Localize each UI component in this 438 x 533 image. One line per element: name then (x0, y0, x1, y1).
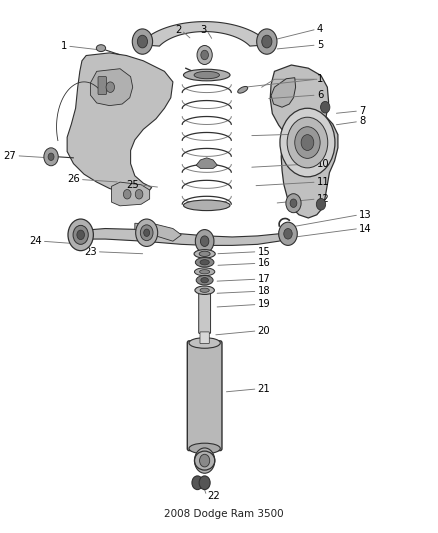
Circle shape (195, 230, 214, 253)
Text: 16: 16 (258, 259, 270, 268)
Text: 5: 5 (317, 40, 323, 50)
Circle shape (279, 222, 297, 245)
Ellipse shape (194, 249, 215, 258)
Text: 21: 21 (258, 384, 270, 394)
FancyBboxPatch shape (98, 77, 106, 94)
Circle shape (106, 82, 114, 92)
FancyBboxPatch shape (199, 289, 211, 334)
Circle shape (287, 117, 328, 168)
Circle shape (192, 476, 203, 490)
Ellipse shape (184, 69, 230, 81)
Text: 1: 1 (317, 74, 323, 84)
Text: 3: 3 (201, 25, 207, 35)
Text: 9: 9 (317, 128, 323, 139)
Circle shape (199, 476, 210, 490)
Ellipse shape (200, 288, 209, 292)
Polygon shape (67, 53, 173, 193)
Circle shape (124, 190, 131, 199)
Circle shape (295, 127, 320, 158)
Text: 22: 22 (207, 491, 219, 501)
Circle shape (280, 108, 335, 177)
Polygon shape (271, 78, 296, 107)
Text: 2: 2 (175, 25, 181, 35)
Circle shape (201, 236, 209, 246)
Ellipse shape (184, 200, 230, 211)
Circle shape (262, 35, 272, 48)
Text: 11: 11 (317, 177, 329, 187)
Circle shape (77, 230, 85, 240)
Circle shape (132, 29, 152, 54)
Circle shape (144, 229, 150, 237)
Circle shape (321, 101, 330, 113)
Ellipse shape (195, 257, 214, 267)
Circle shape (257, 29, 277, 54)
Circle shape (290, 199, 297, 207)
Text: 2008 Dodge Ram 3500: 2008 Dodge Ram 3500 (164, 510, 283, 519)
Circle shape (73, 225, 88, 244)
Circle shape (301, 135, 314, 150)
Text: 4: 4 (317, 24, 323, 34)
Circle shape (48, 153, 54, 160)
Circle shape (138, 35, 148, 48)
Polygon shape (140, 22, 269, 46)
Ellipse shape (199, 251, 210, 256)
Polygon shape (79, 229, 292, 245)
Text: 19: 19 (258, 300, 270, 310)
Ellipse shape (194, 268, 215, 276)
Ellipse shape (189, 443, 220, 454)
Circle shape (316, 198, 325, 210)
Text: 18: 18 (258, 286, 270, 296)
Polygon shape (112, 182, 150, 206)
Ellipse shape (196, 276, 213, 285)
Text: 6: 6 (317, 90, 323, 100)
Circle shape (284, 229, 292, 239)
Text: 7: 7 (359, 106, 365, 116)
Polygon shape (135, 223, 181, 241)
Circle shape (140, 225, 153, 241)
Text: 26: 26 (67, 174, 80, 184)
Polygon shape (90, 69, 133, 106)
Text: 27: 27 (4, 151, 16, 161)
Text: 10: 10 (317, 159, 329, 168)
Ellipse shape (201, 278, 208, 283)
Text: 14: 14 (359, 223, 372, 233)
Circle shape (286, 193, 301, 213)
Text: 8: 8 (359, 116, 365, 126)
Ellipse shape (195, 286, 214, 294)
Text: 15: 15 (258, 247, 270, 257)
Circle shape (200, 454, 210, 467)
FancyBboxPatch shape (200, 332, 209, 343)
Ellipse shape (238, 86, 248, 93)
Ellipse shape (96, 45, 106, 52)
Text: 20: 20 (258, 326, 270, 336)
Text: 12: 12 (317, 194, 329, 204)
Text: 13: 13 (359, 210, 372, 220)
Text: 24: 24 (29, 236, 42, 246)
Ellipse shape (189, 338, 220, 348)
Circle shape (135, 190, 143, 199)
Circle shape (194, 448, 215, 473)
Circle shape (68, 219, 93, 251)
Circle shape (136, 219, 158, 246)
Circle shape (44, 148, 58, 166)
Text: 17: 17 (258, 274, 270, 284)
Circle shape (197, 45, 212, 64)
Text: 25: 25 (126, 180, 139, 190)
FancyBboxPatch shape (187, 341, 222, 450)
Text: 1: 1 (61, 41, 67, 51)
Circle shape (201, 50, 208, 60)
Polygon shape (270, 65, 338, 218)
Ellipse shape (200, 260, 209, 265)
Text: 23: 23 (84, 247, 97, 257)
Polygon shape (196, 158, 217, 168)
Ellipse shape (200, 270, 210, 274)
Ellipse shape (194, 71, 219, 79)
